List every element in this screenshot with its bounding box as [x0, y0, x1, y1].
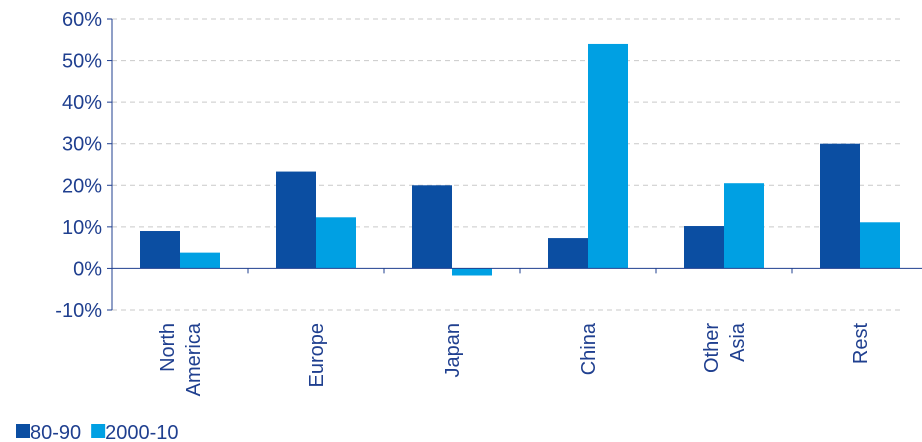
- bar-2000-10-china: [588, 43, 628, 269]
- bar-80-90-china: [548, 238, 588, 269]
- x-category-label: Rest: [850, 323, 872, 365]
- bar-80-90-japan: [412, 185, 452, 269]
- bar-80-90-north-america: [140, 231, 180, 269]
- legend-label: 2000-10: [105, 422, 178, 442]
- bar-2000-10-europe: [316, 217, 356, 269]
- axis-labels: -10% 0% 10% 20% 30% 40% 50% 60% North America Euro…: [55, 9, 872, 396]
- bar-2000-10-other-asia: [724, 183, 764, 269]
- bar-2000-10-rest: [860, 222, 900, 269]
- y-tick-label: 50%: [62, 51, 102, 73]
- x-category-label: China: [578, 322, 600, 375]
- y-tick-label: 30%: [62, 134, 102, 156]
- y-tick-label: 40%: [62, 92, 102, 114]
- legend-label: 80-90: [30, 422, 81, 442]
- bars: [140, 43, 900, 276]
- bar-2000-10-north-america: [180, 252, 220, 269]
- legend-swatch: [91, 424, 106, 438]
- y-tick-label: 60%: [62, 9, 102, 31]
- legend-swatch: [16, 424, 30, 438]
- bar-80-90-other-asia: [684, 226, 724, 269]
- x-category-label: Other: [701, 323, 723, 373]
- axes: [107, 18, 922, 311]
- x-category-label: Asia: [727, 322, 749, 362]
- y-tick-label: 0%: [73, 258, 102, 280]
- x-category-label: Europe: [306, 323, 328, 388]
- y-tick-label: 10%: [62, 217, 102, 239]
- y-tick-label: -10%: [55, 300, 102, 322]
- x-category-label: America: [183, 322, 205, 396]
- gridlines: [112, 18, 900, 311]
- legend: 80-90 2000-10: [16, 422, 179, 442]
- bar-80-90-rest: [820, 143, 860, 269]
- bar-80-90-europe: [276, 171, 316, 269]
- bar-2000-10-japan: [452, 268, 492, 276]
- y-tick-label: 20%: [62, 175, 102, 197]
- x-category-label: North: [157, 323, 179, 372]
- x-category-label: Japan: [442, 323, 464, 378]
